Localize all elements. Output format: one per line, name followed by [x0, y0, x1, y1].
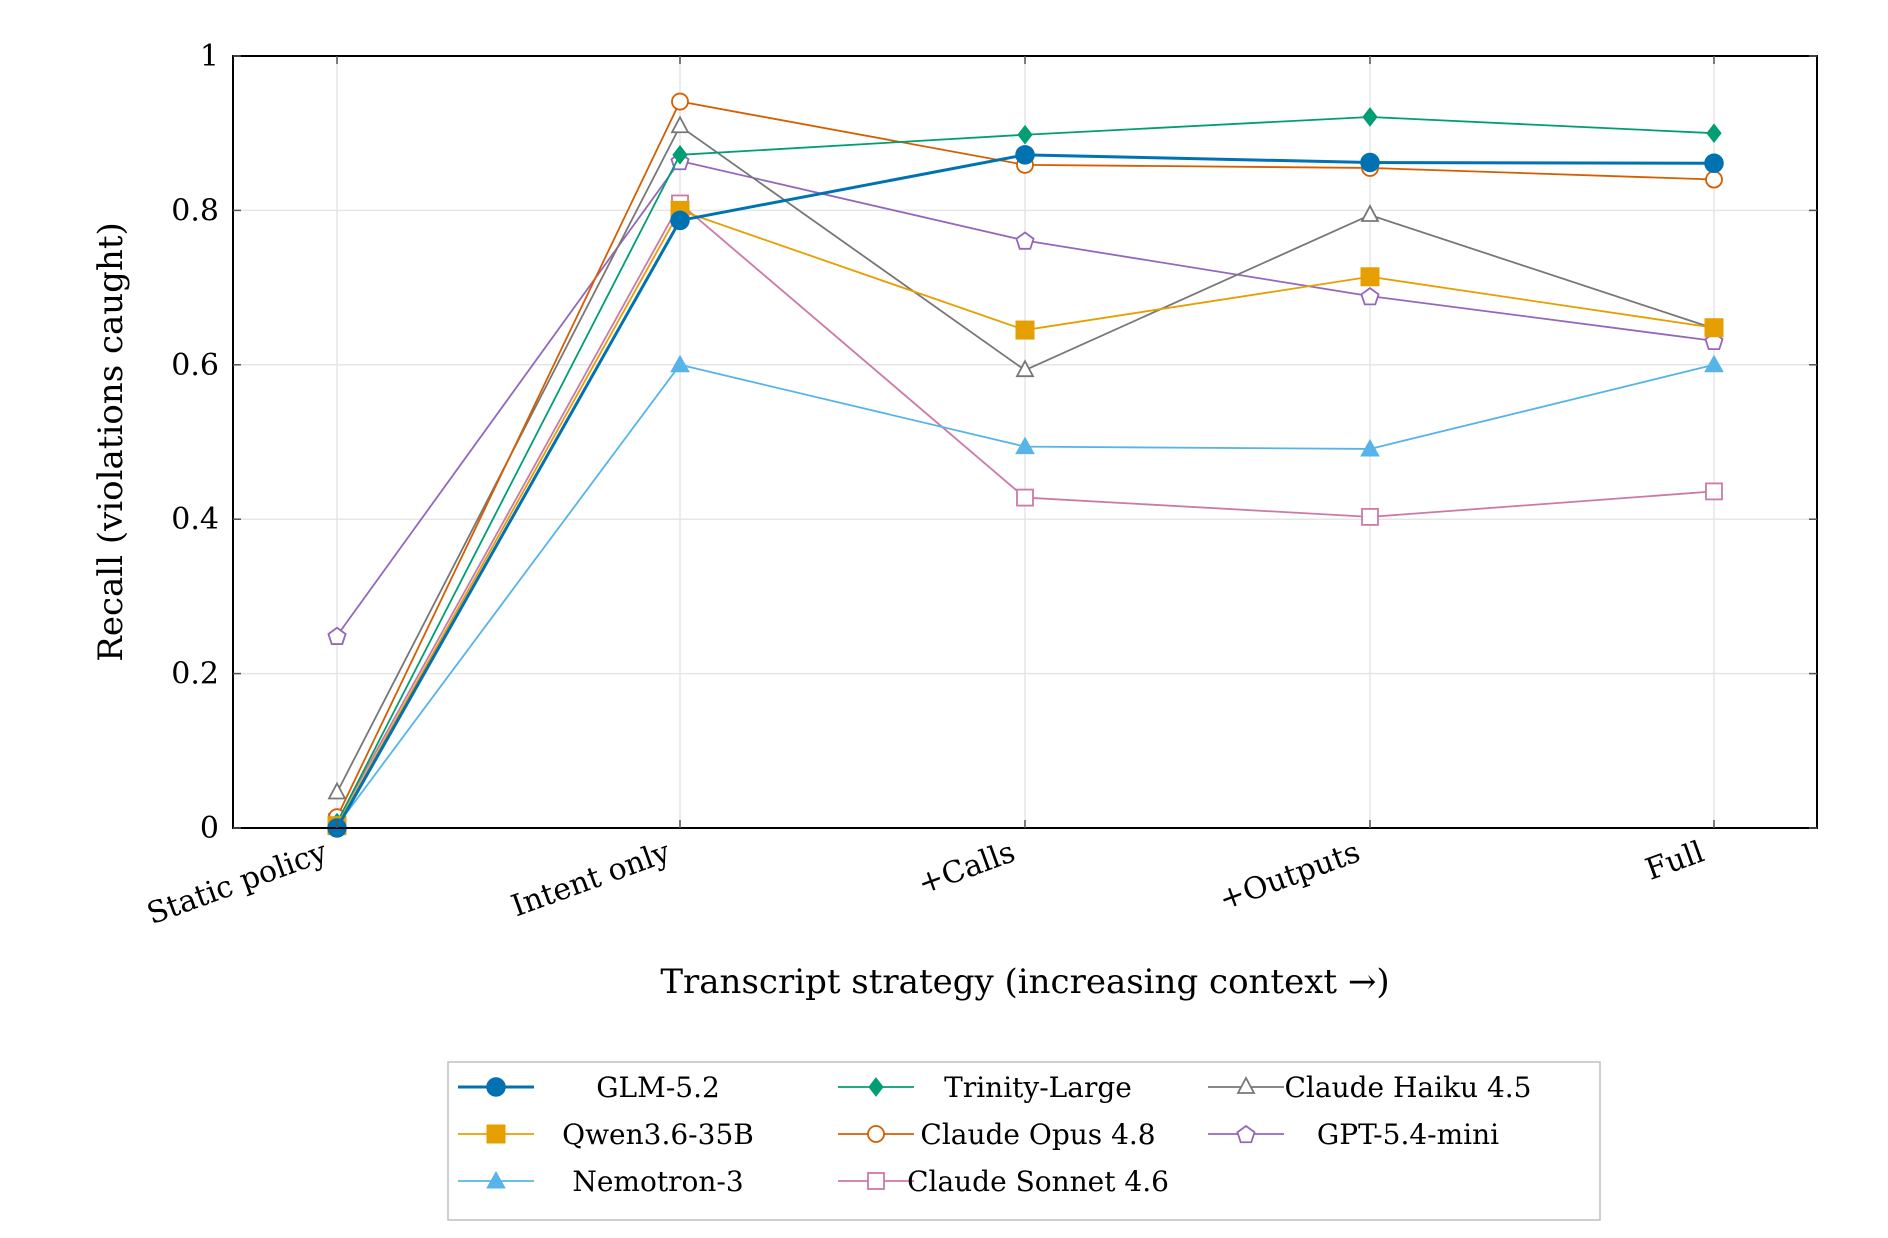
legend-items: GLM-5.2 Qwen3.6-35B Nemotron-3 Trinity-Larg… [458, 1071, 1532, 1198]
legend-label: GPT-5.4-mini [1317, 1118, 1499, 1151]
data-point [1015, 436, 1035, 455]
data-point [1015, 231, 1035, 250]
legend-box [447, 1061, 1601, 1221]
x-tick-label: +Calls [913, 835, 1019, 902]
y-tick-label: 0.6 [171, 348, 219, 383]
data-point [671, 92, 689, 111]
data-point [1360, 204, 1380, 222]
legend-entry: Claude Sonnet 4.6 [838, 1165, 1169, 1198]
x-tick-label: Intent only [507, 835, 675, 925]
legend: GLM-5.2 Qwen3.6-35B Nemotron-3 Trinity-Larg… [447, 1061, 1601, 1221]
data-point [672, 145, 688, 165]
legend-entry: Nemotron-3 [458, 1165, 744, 1198]
legend-marker [486, 1124, 506, 1144]
data-point [1015, 359, 1035, 378]
data-point [670, 115, 690, 134]
data-point [670, 210, 690, 231]
x-tick-label: Full [1641, 835, 1709, 888]
axis-layer: Static policy Intent only +Calls +Outputs Fu… [142, 39, 1817, 932]
y-axis-title: Recall (violations caught) [91, 222, 131, 662]
y-tick-label: 0.4 [171, 502, 219, 537]
data-point [670, 354, 690, 373]
legend-label: Qwen3.6-35B [562, 1118, 754, 1151]
legend-marker [486, 1077, 506, 1097]
data-point [1360, 152, 1380, 173]
data-point [1704, 354, 1724, 373]
data-point [1705, 482, 1723, 501]
data-point [327, 781, 347, 800]
x-axis-title: Transcript strategy (increasing context … [660, 962, 1389, 1002]
legend-entry: Claude Haiku 4.5 [1208, 1071, 1532, 1104]
data-point [1704, 318, 1724, 338]
legend-label: Nemotron-3 [572, 1165, 743, 1198]
data-point [1704, 153, 1724, 174]
legend-marker [486, 1170, 506, 1189]
legend-label: Claude Sonnet 4.6 [907, 1165, 1169, 1198]
series-layer [327, 92, 1724, 838]
legend-marker [1236, 1124, 1256, 1144]
data-point [1015, 320, 1035, 340]
data-point [1360, 438, 1380, 457]
data-point [1015, 145, 1035, 165]
y-tick-label: 1 [200, 39, 219, 74]
data-point [1360, 267, 1380, 287]
data-point [1017, 124, 1033, 145]
legend-marker [867, 1172, 885, 1190]
legend-marker [868, 1077, 884, 1097]
y-tick-label: 0.2 [171, 657, 219, 692]
legend-label: Claude Opus 4.8 [920, 1118, 1155, 1151]
data-point [1362, 107, 1378, 127]
data-point [327, 626, 347, 645]
y-tick-label: 0.8 [171, 193, 219, 228]
y-tick-label: 0 [200, 811, 219, 846]
data-point [1360, 286, 1380, 306]
data-point [1706, 123, 1722, 144]
data-point [1016, 488, 1034, 507]
x-tick-label: Static policy [142, 835, 331, 932]
legend-entry: Qwen3.6-35B [458, 1118, 754, 1151]
legend-label: Claude Haiku 4.5 [1285, 1071, 1532, 1104]
legend-label: GLM-5.2 [596, 1071, 720, 1104]
legend-label: Trinity-Large [944, 1071, 1132, 1104]
data-point [1361, 507, 1379, 526]
legend-marker [867, 1125, 885, 1143]
x-tick-label: +Outputs [1215, 835, 1365, 918]
legend-entry: GPT-5.4-mini [1208, 1118, 1499, 1151]
legend-marker [1236, 1076, 1256, 1094]
legend-entry: Trinity-Large [838, 1071, 1132, 1104]
grid-layer [233, 56, 1817, 828]
legend-entry: GLM-5.2 [458, 1071, 720, 1104]
legend-entry: Claude Opus 4.8 [838, 1118, 1156, 1151]
data-point [1705, 170, 1723, 189]
